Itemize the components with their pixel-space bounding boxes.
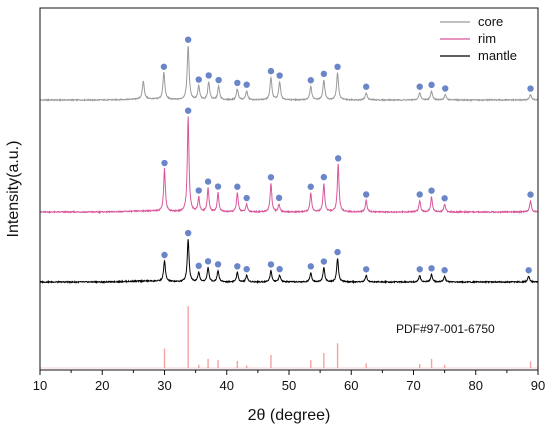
peak-marker-core: [428, 81, 435, 89]
x-axis-ticks: 10 20 30 40 50 60 70 80 90: [33, 370, 545, 393]
x-tick-label: 70: [406, 378, 420, 393]
peak-marker-rim: [214, 183, 222, 190]
x-axis-label: 2θ (degree): [248, 407, 331, 424]
peak-marker-core: [307, 77, 314, 84]
peak-marker-mantle: [441, 267, 448, 274]
series-line-rim: [39, 116, 539, 215]
legend-label-mantle: mantle: [478, 48, 517, 63]
peak-marker-core: [243, 81, 250, 88]
peak-marker-mantle: [195, 262, 202, 270]
peak-marker-mantle: [161, 251, 168, 259]
peak-marker-mantle: [320, 258, 328, 265]
x-tick-label: 10: [33, 378, 47, 393]
peak-marker-mantle: [234, 263, 241, 270]
reference-annotation: PDF#97-001-6750: [396, 322, 495, 336]
peak-marker-core: [205, 72, 212, 79]
peak-marker-mantle: [214, 261, 222, 268]
peak-marker-core: [234, 79, 241, 87]
x-tick-label: 40: [220, 378, 234, 393]
legend-label-rim: rim: [478, 31, 496, 46]
peak-marker-core: [184, 36, 192, 43]
peak-marker-mantle: [362, 266, 370, 273]
peak-marker-rim: [234, 183, 241, 190]
peak-marker-core: [276, 72, 283, 79]
peak-marker-rim: [161, 159, 168, 167]
peak-marker-core: [267, 67, 275, 75]
peak-marker-mantle: [416, 266, 423, 273]
peak-marker-rim: [307, 183, 314, 190]
peak-marker-mantle: [307, 263, 314, 270]
y-axis-label: Intensity(a.u.): [5, 141, 22, 238]
x-tick-label: 90: [531, 378, 545, 393]
x-tick-label: 60: [344, 378, 358, 393]
x-tick-label: 80: [469, 378, 483, 393]
peak-marker-rim: [441, 195, 448, 202]
peak-marker-core: [416, 83, 423, 90]
peak-marker-rim: [243, 194, 250, 202]
x-tick-label: 50: [282, 378, 296, 393]
peak-marker-core: [334, 63, 341, 71]
series-line-core: [39, 45, 539, 103]
peak-marker-rim: [267, 174, 275, 181]
x-tick-label: 20: [95, 378, 109, 393]
peak-marker-rim: [334, 155, 342, 162]
plot-area: [39, 36, 539, 369]
legend-label-core: core: [478, 14, 503, 29]
peak-marker-core: [527, 85, 534, 92]
peak-marker-core: [160, 63, 168, 70]
peak-marker-rim: [416, 191, 423, 198]
peak-marker-mantle: [276, 265, 283, 273]
plot-frame: [39, 7, 539, 371]
legend: core rim mantle: [440, 14, 517, 63]
peak-marker-rim: [428, 187, 435, 194]
peak-marker-mantle: [334, 248, 341, 256]
peak-marker-core: [320, 70, 328, 78]
peak-marker-core: [362, 83, 370, 90]
peak-marker-core: [195, 76, 202, 83]
peak-marker-rim: [527, 191, 534, 198]
peak-marker-rim: [320, 173, 328, 181]
peak-marker-mantle: [184, 229, 192, 237]
x-tick-label: 30: [157, 378, 171, 393]
peak-marker-core: [442, 85, 449, 92]
peak-marker-mantle: [204, 258, 212, 265]
peak-marker-mantle: [428, 265, 435, 272]
peak-marker-rim: [275, 194, 283, 202]
peak-marker-mantle: [243, 265, 250, 273]
peak-marker-rim: [362, 191, 370, 198]
peak-marker-rim: [195, 187, 202, 194]
peak-marker-rim: [204, 178, 212, 185]
peak-marker-core: [215, 76, 222, 84]
peak-marker-mantle: [525, 267, 532, 274]
peak-marker-rim: [184, 107, 192, 114]
peak-marker-mantle: [267, 261, 275, 268]
series-line-mantle: [39, 239, 539, 285]
